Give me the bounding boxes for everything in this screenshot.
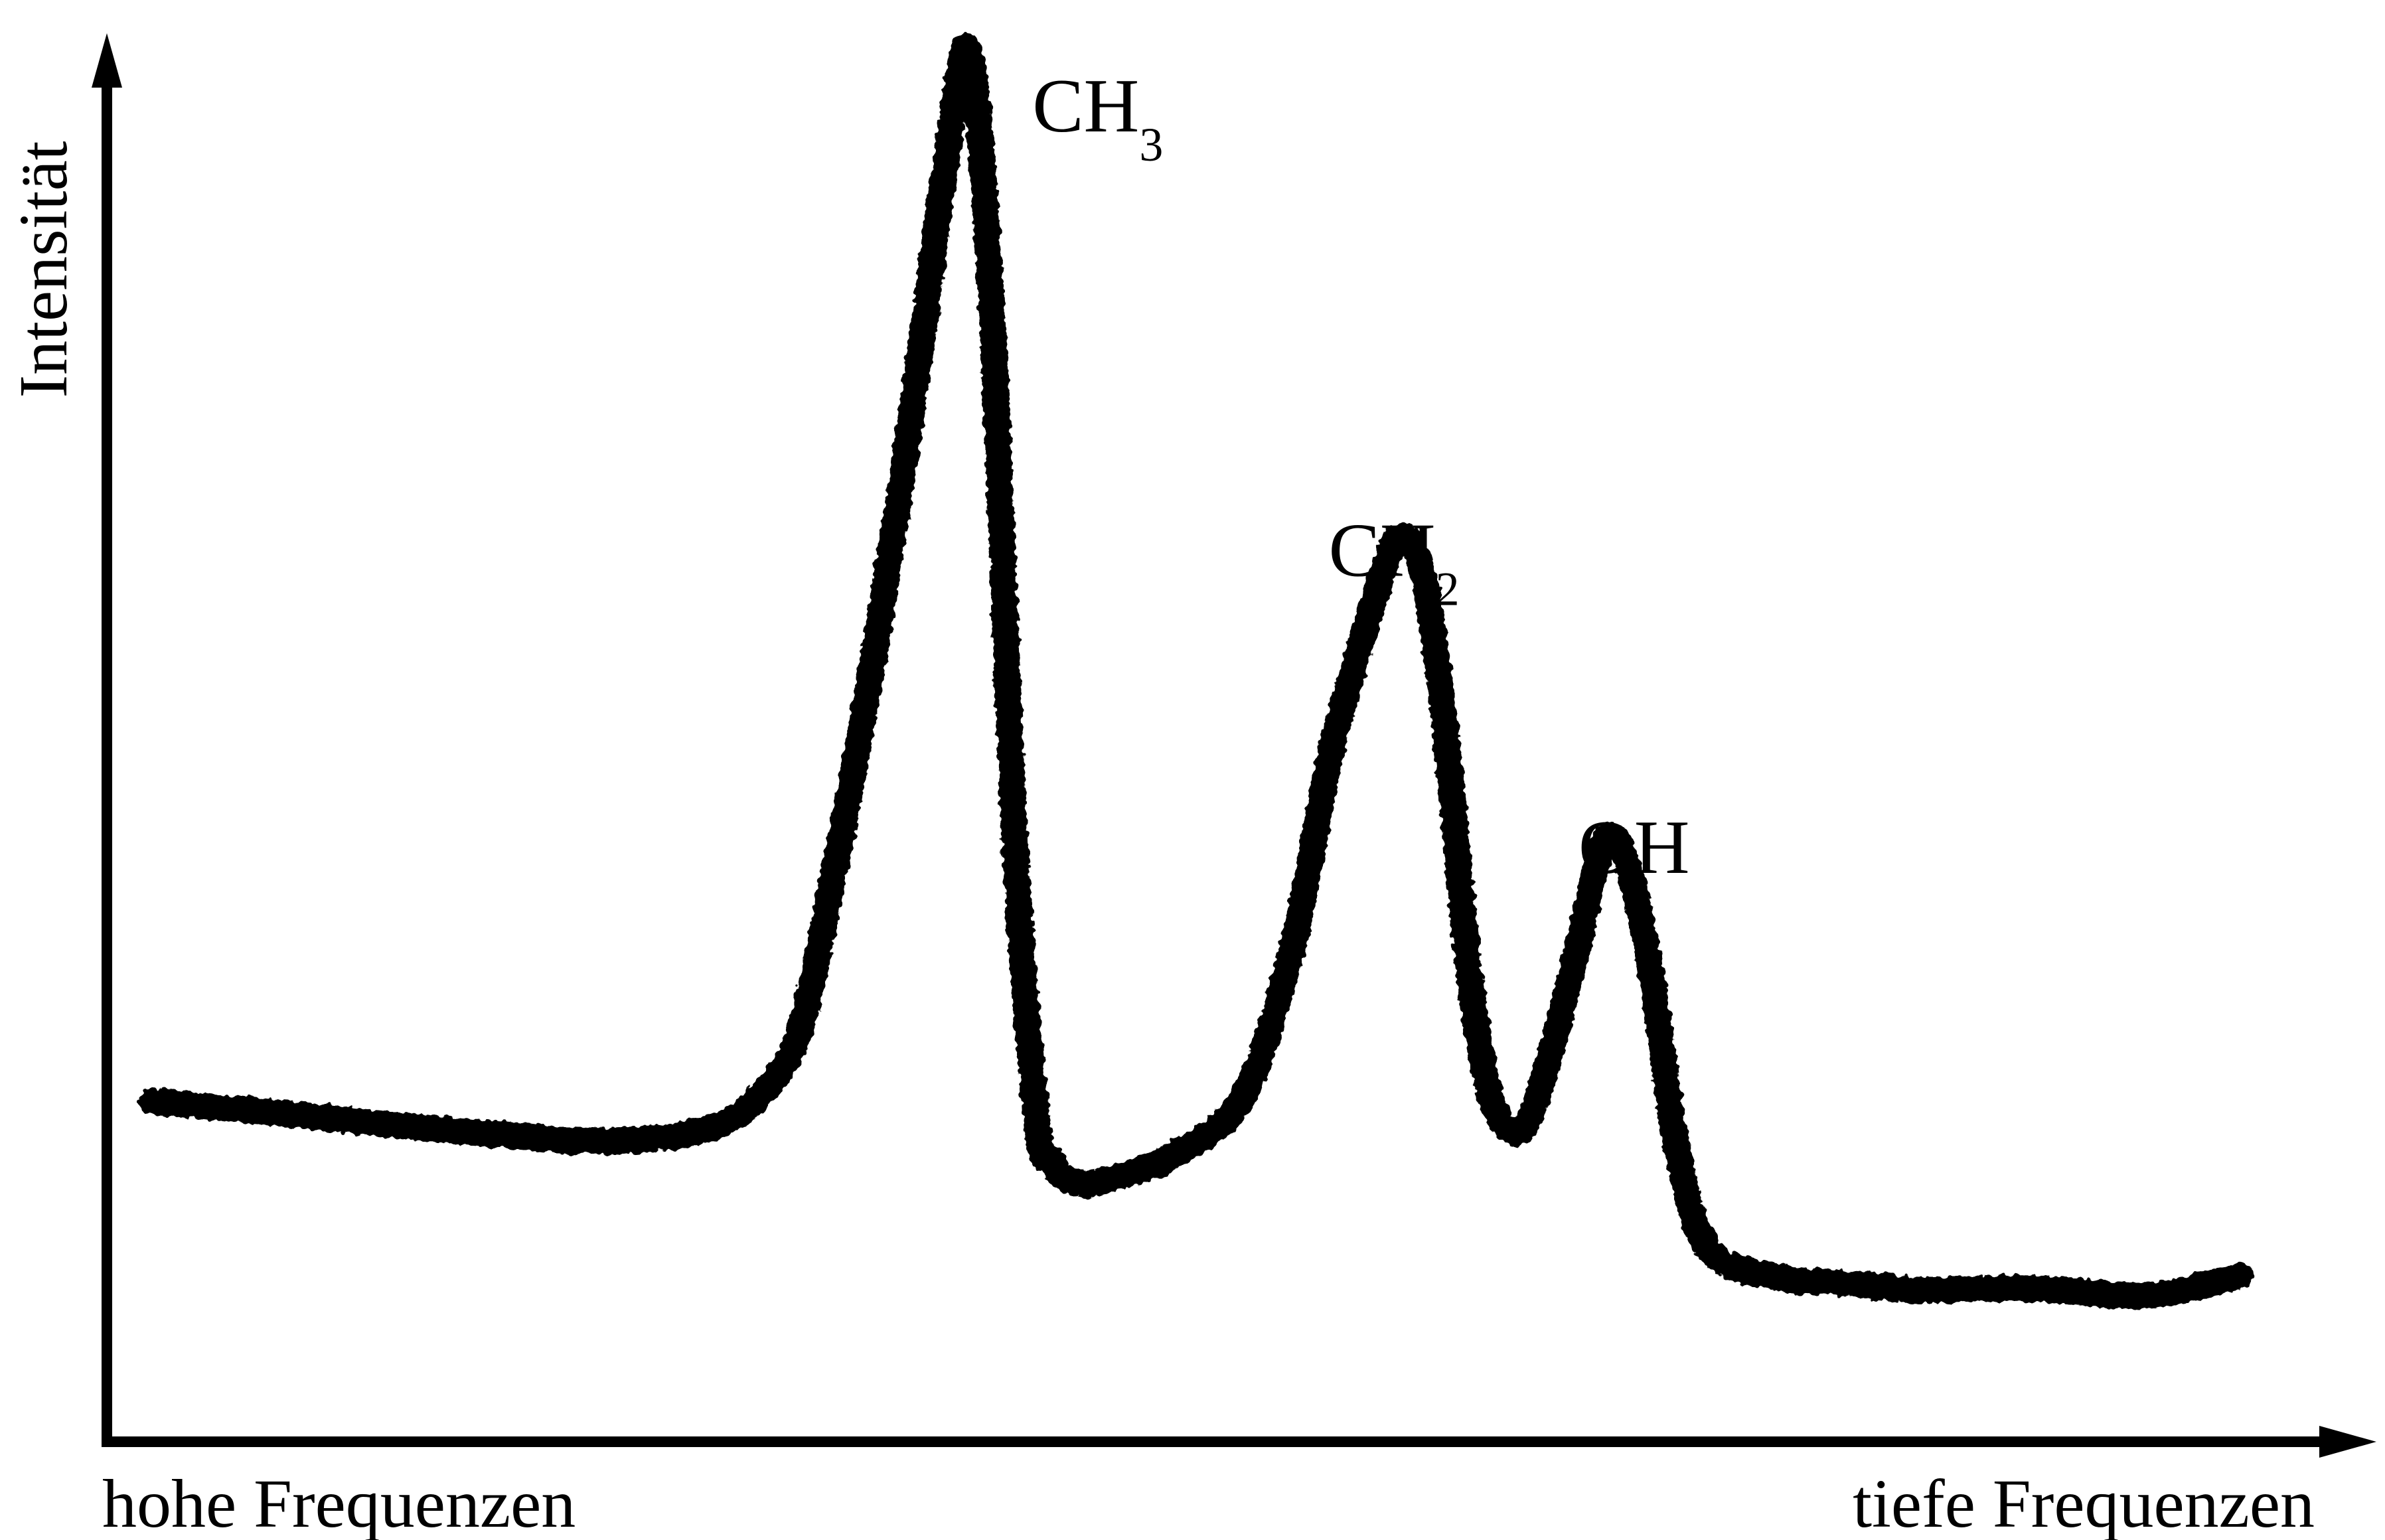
y-axis-label: Intensität bbox=[5, 141, 82, 398]
labels-layer: hohe Frequenzen tiefe Frequenzen Intensi… bbox=[5, 141, 2315, 1540]
peak-label-text: OH bbox=[1578, 805, 1690, 890]
axes-layer bbox=[92, 33, 2376, 1458]
peak-label-oh: OH bbox=[1578, 805, 1690, 890]
peak-label-ch3: CH3 bbox=[1032, 64, 1163, 171]
y-axis-arrowhead bbox=[92, 33, 122, 88]
peak-label-subscript: 2 bbox=[1436, 563, 1460, 616]
peak-label-subscript: 3 bbox=[1139, 118, 1163, 171]
x-axis-label-right: tiefe Frequenzen bbox=[1853, 1466, 2315, 1540]
series-layer bbox=[139, 33, 2254, 1309]
x-axis-label-left: hohe Frequenzen bbox=[102, 1466, 576, 1540]
x-axis-arrowhead bbox=[2319, 1426, 2376, 1458]
peak-label-text: CH bbox=[1032, 64, 1139, 149]
spectrum-series-line bbox=[139, 33, 2254, 1309]
peak-label-ch2: CH2 bbox=[1329, 508, 1460, 616]
peak-label-text: CH bbox=[1329, 508, 1436, 593]
